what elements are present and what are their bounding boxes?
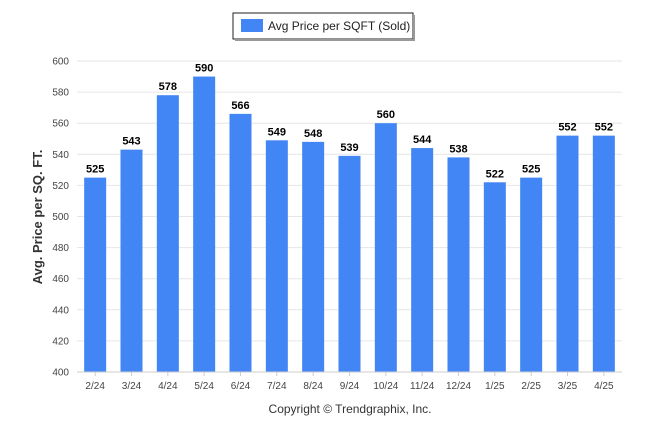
- bar: [592, 135, 615, 372]
- data-label: 543: [122, 136, 140, 148]
- data-label: 525: [86, 164, 104, 176]
- x-tick-label: 3/25: [558, 381, 578, 392]
- x-tick-label: 6/24: [231, 381, 251, 392]
- data-labels: 525 543 578 590 566 549 548 539 560 544 538 522 525 5…: [86, 63, 613, 181]
- bar: [302, 141, 325, 372]
- data-label: 566: [231, 100, 249, 112]
- y-tick-label: 560: [52, 119, 69, 130]
- bar: [120, 149, 143, 372]
- y-tick-label: 480: [52, 243, 69, 254]
- bar: [229, 113, 252, 373]
- y-tick-label: 500: [52, 212, 69, 223]
- data-label: 552: [595, 122, 613, 134]
- x-tick-label: 2/25: [521, 381, 541, 392]
- data-label: 522: [486, 168, 504, 180]
- data-label: 539: [340, 142, 358, 154]
- y-tick-label: 600: [52, 57, 69, 68]
- bar: [411, 148, 434, 372]
- legend-box-shadow-bottom: [235, 39, 415, 41]
- x-tick-label: 11/24: [410, 381, 435, 392]
- y-axis-title: Avg. Price per SQ. FT.: [30, 150, 45, 285]
- bar: [374, 123, 397, 372]
- legend-swatch: [241, 19, 263, 32]
- y-tick-label: 400: [52, 368, 69, 379]
- x-tick-label: 8/24: [303, 381, 323, 392]
- y-tick-label: 420: [52, 336, 69, 347]
- bars: [84, 76, 615, 373]
- data-label: 578: [159, 81, 177, 93]
- bar: [520, 177, 543, 372]
- bar: [483, 182, 506, 372]
- data-label: 549: [268, 126, 286, 138]
- y-axis-ticks: 400 420 440 460 480 500 520 540 560 580 600: [52, 57, 69, 379]
- x-tick-label: 5/24: [194, 381, 214, 392]
- x-axis-ticks: 2/24 3/24 4/24 5/24 6/24 7/24 8/24 9/24 10/24 11/…: [85, 372, 614, 392]
- legend-box-shadow: [413, 15, 415, 41]
- data-label: 552: [558, 122, 576, 134]
- x-tick-label: 12/24: [446, 381, 471, 392]
- y-tick-label: 520: [52, 181, 69, 192]
- data-label: 560: [377, 109, 395, 121]
- data-label: 544: [413, 134, 432, 146]
- x-tick-label: 10/24: [373, 381, 398, 392]
- data-label: 525: [522, 164, 540, 176]
- bar: [265, 140, 288, 372]
- legend-label: Avg Price per SQFT (Sold): [268, 19, 410, 33]
- bar: [447, 157, 470, 372]
- x-tick-label: 4/25: [594, 381, 614, 392]
- bar: [84, 177, 107, 372]
- x-tick-label: 7/24: [267, 381, 287, 392]
- y-tick-label: 580: [52, 88, 69, 99]
- data-label: 538: [449, 143, 467, 155]
- x-tick-label: 2/24: [85, 381, 105, 392]
- y-tick-label: 440: [52, 305, 69, 316]
- bar: [338, 155, 361, 372]
- bar: [193, 76, 216, 373]
- copyright-text: Copyright © Trendgraphix, Inc.: [269, 402, 432, 416]
- data-label: 548: [304, 128, 322, 140]
- x-tick-label: 9/24: [340, 381, 360, 392]
- y-tick-label: 460: [52, 274, 69, 285]
- legend: Avg Price per SQFT (Sold): [232, 12, 415, 41]
- data-label: 590: [195, 63, 213, 75]
- x-tick-label: 1/25: [485, 381, 505, 392]
- bar: [556, 135, 579, 372]
- bar: [156, 95, 179, 373]
- x-tick-label: 4/24: [158, 381, 178, 392]
- y-tick-label: 540: [52, 150, 69, 161]
- x-tick-label: 3/24: [122, 381, 142, 392]
